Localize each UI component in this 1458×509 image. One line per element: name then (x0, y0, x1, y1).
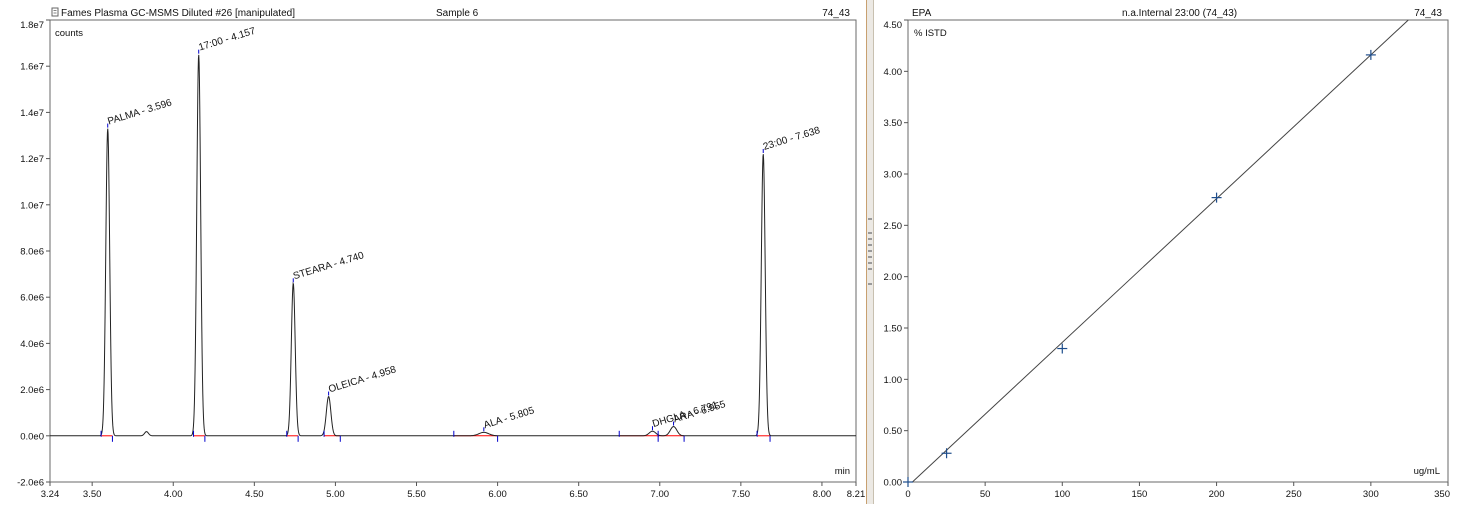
calibration-points (903, 49, 1376, 487)
chromatogram-title: Fames Plasma GC-MSMS Diluted #26 [manipu… (61, 8, 295, 19)
y-tick-label: 8.0e6 (20, 247, 44, 258)
y-tick-label: 1.0e7 (20, 200, 44, 211)
y-tick-label: -2.0e6 (17, 478, 44, 489)
x-tick-label: 3.24 (41, 489, 60, 500)
x-axis-label: min (835, 466, 850, 477)
y-tick-label: 1.6e7 (20, 62, 44, 73)
chromatogram-chart: Fames Plasma GC-MSMS Diluted #26 [manipu… (17, 7, 866, 500)
calibration-chart: EPA n.a.Internal 23:00 (74_43) 74_43 % I… (884, 8, 1451, 500)
x-tick-label: 5.50 (407, 489, 426, 500)
calibration-x-tick-label: 250 (1286, 489, 1302, 500)
x-tick-label: 3.50 (83, 489, 102, 500)
calibration-point (1057, 343, 1068, 354)
splitter-grip (868, 268, 872, 270)
splitter-grip (868, 262, 872, 264)
plot-frame (49, 19, 857, 483)
y-axis-ticks: -2.0e6 0.0e0 2.0e6 4.0e6 6.0e6 8.0e6 1.0e7 1.2e… (17, 19, 50, 489)
y-tick-label: 1.2e7 (20, 154, 44, 165)
y-tick-label: 2.0e6 (20, 385, 44, 396)
calibration-y-tick-label: 0.50 (884, 426, 903, 437)
x-tick-label: 7.00 (651, 489, 670, 500)
x-tick-label: 4.50 (245, 489, 264, 500)
trace-label: 74_43 (822, 8, 850, 19)
calibration-point (903, 477, 913, 487)
calibration-title: n.a.Internal 23:00 (74_43) (1122, 8, 1237, 19)
compound-name: EPA (912, 8, 932, 19)
x-tick-label: 8.00 (813, 489, 832, 500)
splitter-arrow-icon (868, 218, 872, 220)
y-tick-label: 4.0e6 (20, 339, 44, 350)
calibration-x-tick-label: 100 (1054, 489, 1070, 500)
y-tick-label: 1.4e7 (20, 108, 44, 119)
calibration-y-tick-label: 4.00 (884, 67, 903, 78)
splitter-grip (868, 244, 872, 246)
x-axis-ticks: 3.24 3.50 4.00 4.50 5.00 5.50 6.00 6.50 7.00 7.50… (41, 482, 866, 500)
calibration-x-tick-label: 300 (1363, 489, 1379, 500)
calibration-x-tick-label: 150 (1131, 489, 1147, 500)
peak-markers (100, 49, 771, 442)
splitter-grip (868, 232, 872, 234)
splitter-grip (868, 250, 872, 252)
calibration-point (941, 448, 952, 459)
calibration-plot-frame (907, 19, 1449, 483)
calibration-y-tick-label: 2.00 (884, 272, 903, 283)
splitter-arrow-icon (868, 283, 872, 285)
y-tick-label: 0.0e0 (20, 431, 44, 442)
x-tick-label: 6.50 (569, 489, 588, 500)
sample-label: Sample 6 (436, 8, 479, 19)
splitter-grip (868, 256, 872, 258)
calibration-y-ticks: 0.00 0.50 1.00 1.50 2.00 2.50 3.00 3.50 4.00 4.50 (884, 19, 908, 489)
y-tick-label: 1.8e7 (20, 20, 44, 31)
calibration-point (1365, 49, 1376, 60)
calibration-trace-label: 74_43 (1414, 8, 1442, 19)
x-tick-label: 4.00 (164, 489, 183, 500)
calibration-x-tick-label: 350 (1434, 489, 1450, 500)
x-tick-label: 8.21 (847, 489, 866, 500)
calibration-x-tick-label: 50 (980, 489, 991, 500)
y-tick-label: 6.0e6 (20, 293, 44, 304)
y-axis-label: counts (55, 28, 83, 39)
document-icon (51, 7, 59, 17)
calibration-x-tick-label: 0 (905, 489, 910, 500)
calibration-header: EPA n.a.Internal 23:00 (74_43) 74_43 (912, 8, 1442, 19)
x-tick-label: 6.00 (488, 489, 507, 500)
calibration-x-tick-label: 200 (1209, 489, 1225, 500)
chromatogram-panel: Fames Plasma GC-MSMS Diluted #26 [manipu… (17, 7, 866, 500)
x-tick-label: 5.00 (326, 489, 345, 500)
chromatogram-header: Fames Plasma GC-MSMS Diluted #26 [manipu… (51, 7, 850, 19)
chromatogram-trace-line (50, 54, 856, 437)
calibration-x-axis-label: ug/mL (1414, 466, 1440, 477)
panel-splitter[interactable] (866, 0, 874, 504)
calibration-y-tick-label: 3.00 (884, 170, 903, 181)
calibration-point (1211, 192, 1222, 203)
calibration-y-tick-label: 1.00 (884, 375, 903, 386)
calibration-y-tick-label: 0.00 (884, 478, 903, 489)
calibration-y-tick-label: 1.50 (884, 324, 903, 335)
calibration-y-tick-label: 4.50 (884, 20, 903, 31)
calibration-y-tick-label: 2.50 (884, 221, 903, 232)
chromatogram-trace (50, 54, 856, 437)
calibration-y-tick-label: 3.50 (884, 118, 903, 129)
splitter-grip (868, 238, 872, 240)
calibration-x-ticks: 0 50 100 150 200 250 300 350 (905, 482, 1450, 500)
x-tick-label: 7.50 (732, 489, 751, 500)
calibration-fit-line (912, 19, 1409, 483)
calibration-y-axis-label: % ISTD (914, 28, 947, 39)
calibration-fit-line-segment (912, 19, 1409, 483)
calibration-panel: EPA n.a.Internal 23:00 (74_43) 74_43 % I… (874, 0, 1458, 504)
